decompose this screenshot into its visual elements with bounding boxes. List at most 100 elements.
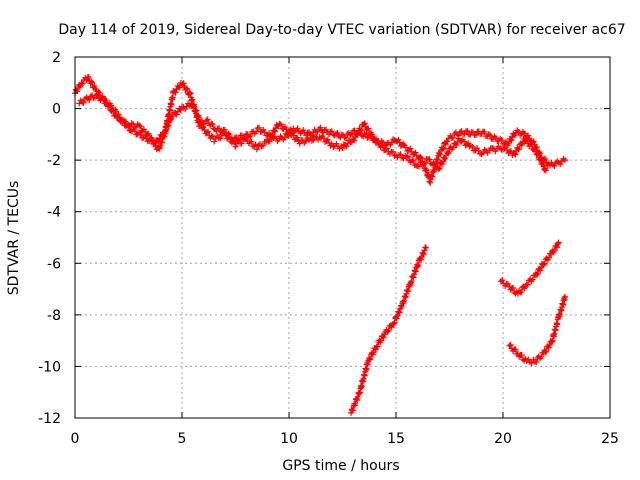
data-point <box>532 144 539 151</box>
data-point <box>541 166 548 173</box>
data-point <box>542 349 549 356</box>
data-point <box>411 267 418 274</box>
data-point <box>375 137 382 144</box>
data-point <box>499 277 506 284</box>
data-point <box>216 125 223 132</box>
data-point <box>137 123 144 130</box>
data-point <box>193 107 200 114</box>
data-point <box>105 101 112 108</box>
data-point <box>343 134 350 141</box>
data-point <box>417 256 424 263</box>
data-point <box>328 128 335 135</box>
data-point <box>425 171 432 178</box>
data-point <box>226 134 233 141</box>
data-point <box>192 108 199 115</box>
data-point <box>174 108 181 115</box>
data-point <box>366 356 373 363</box>
data-point <box>86 96 93 103</box>
data-point <box>354 397 361 404</box>
data-point <box>385 327 392 334</box>
data-point <box>106 102 113 109</box>
data-point <box>383 145 390 152</box>
data-point <box>208 120 215 127</box>
data-point <box>422 244 429 251</box>
data-point <box>431 161 438 168</box>
data-point <box>354 393 361 400</box>
data-point <box>173 111 180 118</box>
data-point <box>481 129 488 136</box>
data-point <box>525 132 532 139</box>
data-point <box>339 145 346 152</box>
data-point <box>469 143 476 150</box>
data-point <box>417 154 424 161</box>
data-point <box>412 268 419 275</box>
data-point <box>546 254 553 261</box>
data-point <box>94 91 101 98</box>
data-point <box>395 308 402 315</box>
data-point <box>538 353 545 360</box>
data-point <box>253 146 260 153</box>
data-point <box>88 78 95 85</box>
data-point <box>343 143 350 150</box>
data-point <box>562 157 569 164</box>
data-point <box>410 158 417 165</box>
data-point <box>243 134 250 141</box>
data-point <box>395 136 402 143</box>
y-tick-label: -2 <box>47 153 61 169</box>
data-point <box>232 143 239 150</box>
data-point <box>89 79 96 86</box>
data-point <box>437 151 444 158</box>
data-point <box>472 132 479 139</box>
data-point <box>542 155 549 162</box>
data-point <box>445 149 452 156</box>
data-point <box>195 114 202 121</box>
data-point <box>396 309 403 316</box>
data-point <box>221 129 228 136</box>
series-rising-arc-c <box>506 293 569 366</box>
data-point <box>533 359 540 366</box>
data-point <box>145 130 152 137</box>
data-point <box>464 127 471 134</box>
data-point <box>518 289 525 296</box>
series-rising-arc-a <box>348 244 429 416</box>
data-point <box>410 274 417 281</box>
y-tick-label: -4 <box>47 205 61 221</box>
data-point <box>537 267 544 274</box>
data-point <box>557 161 564 168</box>
data-point <box>439 146 446 153</box>
data-point <box>516 146 523 153</box>
data-point <box>184 85 191 92</box>
data-point <box>208 132 215 139</box>
data-point <box>378 142 385 149</box>
data-point <box>272 128 279 135</box>
data-point <box>379 143 386 150</box>
data-point <box>197 118 204 125</box>
data-point <box>420 251 427 258</box>
data-point <box>384 328 391 335</box>
x-tick-label: 20 <box>494 431 512 447</box>
data-point <box>539 159 546 166</box>
data-point <box>542 167 549 174</box>
data-point <box>444 138 451 145</box>
data-point <box>407 145 414 152</box>
data-point <box>231 139 238 146</box>
data-point <box>320 135 327 142</box>
data-point <box>398 303 405 310</box>
data-point <box>370 349 377 356</box>
x-axis-label: GPS time / hours <box>282 458 399 474</box>
data-points <box>72 73 569 416</box>
data-point <box>302 138 309 145</box>
data-point <box>348 406 355 413</box>
data-point <box>209 121 216 128</box>
data-point <box>281 134 288 141</box>
data-point <box>389 148 396 155</box>
series-rising-arc-b <box>497 239 562 297</box>
data-point <box>380 334 387 341</box>
data-point <box>80 99 87 106</box>
data-point <box>324 136 331 143</box>
data-point <box>554 244 561 251</box>
data-point <box>286 127 292 134</box>
data-point <box>523 136 530 143</box>
data-point <box>358 126 365 133</box>
